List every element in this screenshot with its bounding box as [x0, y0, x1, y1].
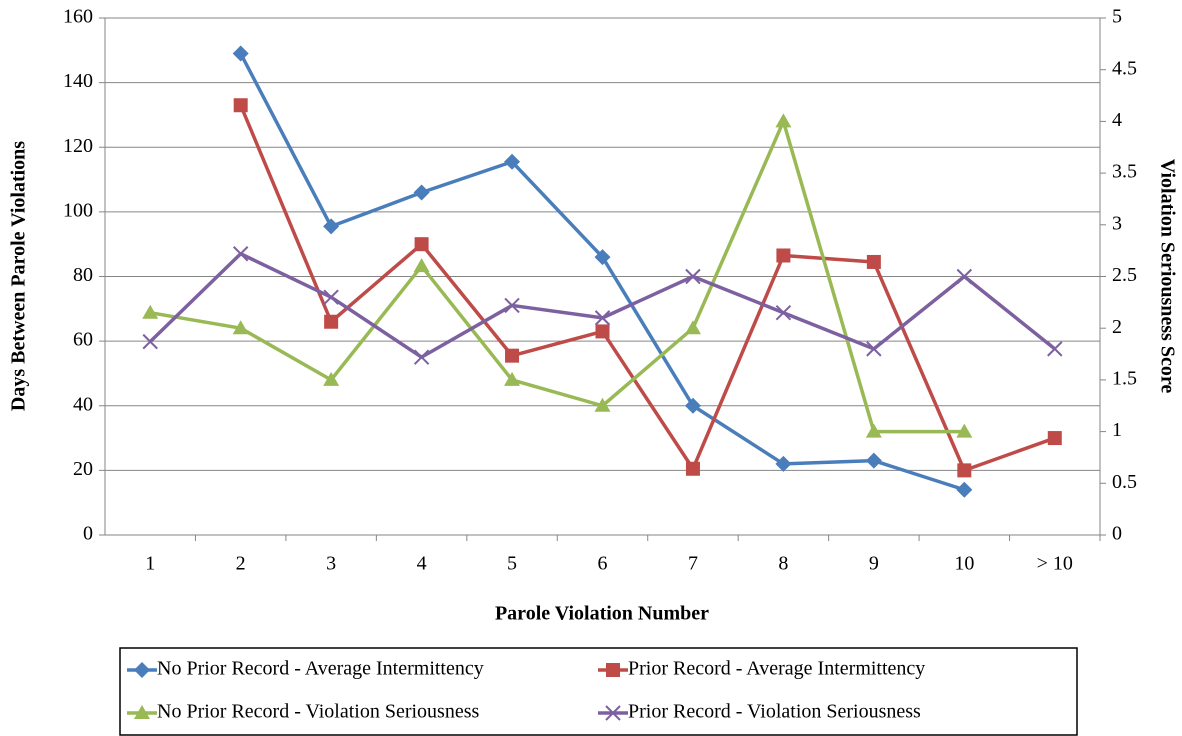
y2-tick-label: 3 [1112, 212, 1122, 234]
y2-tick-label: 0.5 [1112, 471, 1137, 493]
y-tick-label: 20 [73, 458, 93, 480]
x-tick-label: 9 [869, 553, 879, 575]
x-tick-label: 2 [236, 553, 246, 575]
marker [232, 320, 249, 335]
x-tick-label: 1 [145, 553, 155, 575]
marker [595, 324, 610, 339]
y-axis-title: Days Between Parole Violations [8, 141, 30, 411]
x-tick-label: 4 [417, 553, 427, 575]
y-tick-label: 60 [73, 329, 93, 351]
marker [232, 45, 249, 62]
legend-label: No Prior Record - Average Intermittency [157, 658, 484, 680]
series-line [149, 252, 1056, 359]
marker [1047, 431, 1062, 446]
legend-label: Prior Record - Average Intermittency [628, 658, 925, 680]
x-tick-label: 6 [598, 553, 608, 575]
series-line [239, 104, 1056, 473]
marker [504, 153, 521, 170]
marker [865, 452, 882, 469]
y-tick-label: 0 [83, 523, 93, 545]
marker [775, 113, 792, 128]
y-tick-label: 120 [63, 135, 93, 157]
x-tick-label: 7 [688, 553, 698, 575]
marker [865, 423, 882, 438]
marker [776, 248, 791, 263]
marker [142, 333, 158, 350]
marker [866, 254, 881, 269]
x-tick-label: 5 [507, 553, 517, 575]
legend-box [119, 647, 1078, 736]
marker [134, 662, 150, 678]
marker [414, 237, 429, 252]
marker [594, 249, 611, 266]
marker [594, 310, 611, 326]
y2-tick-label: 4 [1112, 109, 1122, 131]
y2-tick-label: 4.5 [1112, 57, 1137, 79]
series-line [149, 119, 965, 434]
marker [142, 304, 159, 319]
y2-tick-label: 5 [1112, 6, 1122, 28]
legend-label: No Prior Record - Violation Seriousness [157, 701, 480, 723]
y-tick-label: 80 [73, 264, 93, 286]
marker [233, 98, 248, 113]
marker [956, 423, 973, 438]
marker [413, 349, 430, 365]
marker [413, 258, 430, 273]
y-tick-label: 140 [63, 70, 93, 92]
marker [685, 461, 700, 476]
marker [866, 341, 882, 357]
y-tick-label: 40 [73, 393, 93, 415]
x-axis-title: Parole Violation Number [495, 603, 709, 625]
marker [775, 455, 792, 472]
y2-axis-title: Violation Seriousness Score [1156, 159, 1178, 394]
marker [775, 304, 792, 321]
marker [605, 705, 621, 721]
y2-tick-label: 1 [1112, 419, 1122, 441]
marker [323, 218, 340, 235]
marker [413, 184, 430, 201]
y2-tick-label: 1.5 [1112, 367, 1137, 389]
legend-label: Prior Record - Violation Seriousness [628, 701, 921, 723]
x-tick-label: 10 [954, 553, 974, 575]
x-tick-label: 3 [326, 553, 336, 575]
marker [594, 397, 611, 412]
marker [504, 297, 520, 314]
marker [323, 371, 340, 386]
series-line [239, 52, 965, 492]
marker [606, 663, 620, 677]
marker [684, 320, 701, 335]
marker [685, 268, 701, 285]
x-tick-label: 8 [778, 553, 788, 575]
y2-tick-label: 3.5 [1112, 161, 1137, 183]
marker [1047, 341, 1063, 357]
marker [134, 705, 150, 719]
marker [956, 481, 973, 498]
marker [957, 463, 972, 478]
marker [504, 371, 521, 386]
marker [324, 314, 339, 329]
x-tick-label: > 10 [1037, 553, 1073, 575]
y2-tick-label: 2.5 [1112, 264, 1137, 286]
y2-tick-label: 0 [1112, 523, 1122, 545]
y-tick-label: 160 [63, 6, 93, 28]
marker [684, 397, 701, 414]
marker [505, 348, 520, 363]
marker [323, 289, 339, 305]
y2-tick-label: 2 [1112, 316, 1122, 338]
marker [232, 246, 249, 262]
marker [956, 268, 973, 285]
y-tick-label: 100 [63, 199, 93, 221]
